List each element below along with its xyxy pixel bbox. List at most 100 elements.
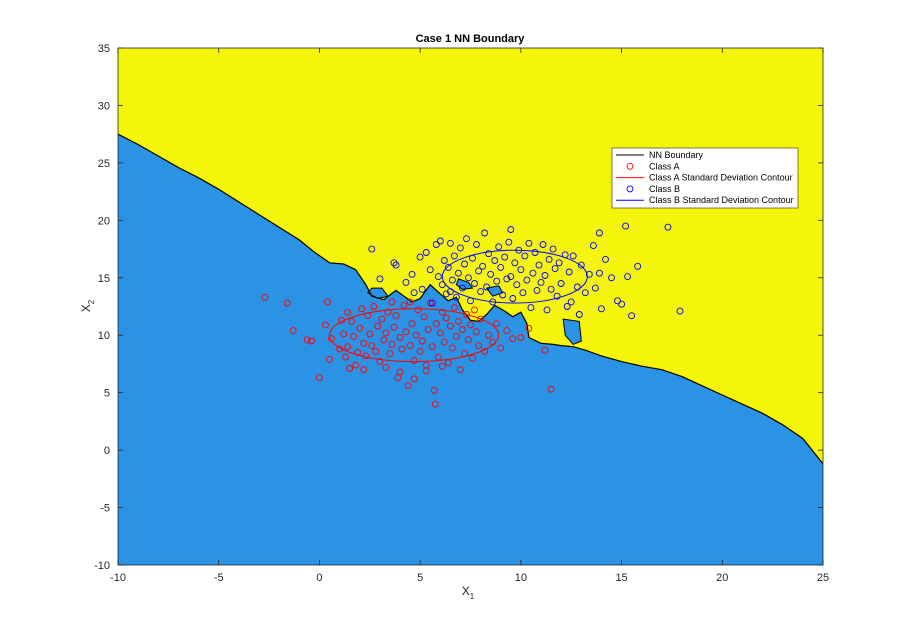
class-b-point (525, 239, 533, 247)
class-b-point (495, 243, 503, 251)
class-b-point (497, 263, 505, 271)
class-b-point (493, 277, 501, 285)
class-a-point (547, 385, 555, 393)
legend-label-class-a-standard-deviation-contour: Class A Standard Deviation Contour (649, 173, 793, 183)
class-a-point (376, 358, 384, 366)
class-b-point (527, 304, 535, 312)
nn-boundary-line (118, 133, 823, 465)
class-a-point (358, 305, 366, 313)
decision-island (485, 285, 504, 297)
plot-area (118, 48, 823, 565)
class-a-point (426, 299, 434, 307)
class-b-point (481, 229, 489, 237)
class-b-point (479, 262, 487, 270)
y-tick-label: 35 (98, 43, 110, 55)
x-axis-label-main: X (462, 584, 470, 598)
class-b-point (442, 290, 450, 298)
class-b-point (434, 273, 442, 281)
class-a-point (378, 315, 386, 323)
class-a-point (434, 353, 442, 361)
class-b-point (487, 270, 495, 278)
class-b-point (557, 280, 565, 287)
x-tick-label: 10 (515, 572, 527, 584)
class-a-point (404, 382, 412, 390)
class-a-point (406, 298, 414, 306)
chart-title: Case 1 NN Boundary (416, 33, 526, 45)
class-a-point (436, 329, 444, 337)
class-a-point (372, 347, 380, 355)
class-b-point (549, 245, 557, 253)
y-axis-ticks: -10 -5 0 5 10 15 20 25 30 35 (94, 43, 823, 572)
class-b-point (456, 244, 464, 252)
y-axis-label: X2 (79, 299, 96, 312)
x-axis-label-sub: 1 (470, 592, 475, 601)
x-tick-label: -5 (214, 572, 224, 584)
class-a-point (438, 362, 446, 370)
class-b-point (589, 242, 597, 250)
class-a-point (410, 357, 418, 364)
data-points (261, 222, 684, 408)
class-b-point (618, 300, 626, 308)
class-a-point (398, 345, 406, 353)
class-b-point (634, 262, 642, 270)
class-a-point (467, 321, 474, 329)
class-a-point (408, 320, 416, 328)
class-b-point (509, 295, 517, 302)
class-b-point (521, 252, 529, 260)
class-a-point (368, 342, 376, 350)
x-tick-label: 15 (615, 572, 627, 584)
class-b-point (408, 270, 416, 278)
class-a-point (471, 306, 478, 314)
class-a-point (448, 344, 456, 352)
y-tick-label: 10 (98, 330, 110, 342)
class-b-point (465, 274, 472, 282)
class-a-point (289, 327, 297, 335)
y-tick-label: 0 (104, 445, 110, 457)
class-a-point (360, 339, 368, 347)
y-tick-label: -5 (100, 503, 110, 515)
class-a-point (410, 375, 418, 383)
class-b-point (567, 298, 575, 306)
class-b-point (507, 226, 515, 233)
class-b-point (614, 297, 621, 305)
class-a-point (416, 347, 424, 355)
class-b-std-contour (441, 249, 588, 304)
class-b-point (475, 267, 483, 275)
class-b-point (485, 250, 493, 258)
class-b-point (436, 237, 444, 245)
class-a-point (414, 306, 422, 314)
class-a-point (469, 354, 476, 362)
class-b-point (452, 293, 460, 301)
class-b-point (597, 305, 605, 313)
class-a-point (388, 340, 396, 348)
class-a-point (503, 327, 511, 335)
class-b-point (581, 289, 589, 297)
class-b-point (622, 222, 630, 230)
legend-label-nn-boundary: NN Boundary (649, 150, 704, 160)
class-b-point (505, 238, 513, 246)
class-a-point (406, 342, 414, 350)
class-a-point (440, 338, 448, 346)
class-b-point (368, 245, 376, 253)
class-a-point (432, 320, 440, 328)
class-b-point (444, 263, 452, 271)
class-a-point (322, 321, 329, 329)
plot-frame (117, 47, 824, 566)
class-b-point (529, 269, 537, 277)
class-a-point (315, 374, 323, 382)
x-tick-label: 20 (716, 572, 728, 584)
class-a-point (354, 349, 362, 356)
class-a-point (442, 314, 450, 322)
y-tick-label: 30 (98, 100, 110, 112)
y-axis-label-sub: 2 (87, 299, 96, 304)
class-a-point (418, 337, 426, 345)
class-a-point (366, 330, 374, 338)
class-a-point (463, 311, 470, 318)
class-b-point (450, 252, 458, 260)
class-b-point (523, 276, 531, 284)
class-b-point (569, 252, 577, 260)
class-a-point (390, 323, 398, 331)
